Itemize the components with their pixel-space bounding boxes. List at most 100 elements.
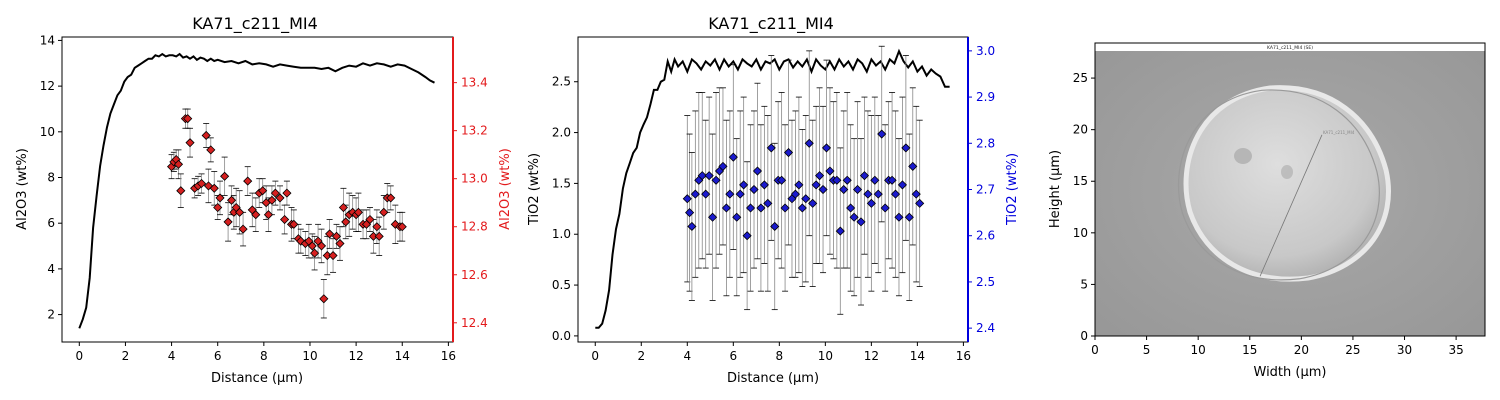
y-tick-label: 2.0: [552, 126, 571, 140]
data-point-marker: [752, 166, 763, 176]
data-point-marker: [316, 241, 327, 251]
y-tick-label: 4: [47, 262, 55, 276]
y-axis-label: Height (µm): [1048, 150, 1063, 228]
ticks-al2o3: 0 2 4 6 8 10 12 14 16 2 4 6 8 10 12 14 12.4 12.6 12.8 13.0 1…: [40, 33, 488, 363]
data-point-marker: [728, 152, 738, 162]
data-point-marker: [685, 208, 695, 218]
y2-tick-label: 2.4: [976, 321, 995, 335]
x-tick-label: 8: [260, 349, 268, 363]
x-tick-label: 10: [818, 349, 833, 363]
x-tick-label: 0: [591, 349, 599, 363]
data-point-marker: [238, 224, 248, 234]
data-point-marker: [780, 203, 790, 213]
y2-axis-label: Al2O3 (wt%): [498, 148, 513, 230]
data-point-marker: [185, 138, 195, 148]
data-point-marker: [801, 194, 811, 204]
y2-tick-label: 2.7: [976, 183, 995, 197]
data-point-marker: [725, 189, 735, 199]
data-point-marker: [783, 147, 794, 158]
data-point-marker: [897, 180, 907, 190]
data-point-marker: [213, 202, 223, 213]
data-point-marker: [328, 250, 338, 261]
data-point-marker: [846, 203, 856, 213]
data-point-marker: [856, 217, 866, 227]
data-point-marker: [739, 180, 749, 190]
sem-caption: KA71_c211_MI4 (SE): [1267, 45, 1313, 51]
data-point-marker: [794, 180, 804, 190]
data-point-marker: [220, 171, 230, 181]
data-point-marker: [859, 171, 870, 181]
y-tick-label: 1.0: [552, 227, 571, 241]
axes-frame: [61, 36, 454, 343]
data-point-marker: [749, 184, 759, 195]
ticks-sem: 0 5 10 15 20 25 30 35 0 5 10 15 20 25: [1073, 71, 1464, 357]
plot-area-al2o3: [78, 52, 435, 329]
x-axis-label: Width (µm): [1254, 365, 1327, 380]
sem-image: KA71_c211_MI4 (SE) KA71_c211_MI4: [1095, 43, 1485, 336]
data-point-marker: [732, 212, 742, 222]
y-tick-label: 6: [47, 216, 55, 230]
data-point-marker: [251, 210, 261, 220]
data-point-marker: [852, 184, 863, 195]
transect-label: KA71_c211_MI4: [1323, 130, 1355, 135]
y-tick-label: 20: [1073, 123, 1088, 137]
y-tick-label: 0.5: [552, 278, 571, 292]
data-point-marker: [866, 198, 876, 208]
data-point-marker: [746, 203, 756, 213]
data-point-marker: [718, 161, 728, 171]
data-point-marker: [904, 212, 914, 222]
data-point-marker: [687, 221, 697, 232]
data-point-marker: [735, 189, 745, 199]
y2-tick-label: 2.5: [976, 275, 995, 289]
y2-tick-label: 2.9: [976, 90, 995, 104]
data-point-marker: [263, 210, 274, 220]
data-point-marker: [209, 183, 219, 193]
data-point-marker: [797, 203, 807, 213]
data-point-marker: [697, 171, 707, 181]
data-point-marker: [690, 189, 700, 199]
panel2-title: KA71_c211_MI4: [708, 14, 834, 34]
y-tick-label: 10: [40, 125, 55, 139]
x-tick-label: 20: [1294, 343, 1309, 357]
y-tick-label: 2.5: [552, 75, 571, 89]
data-point-marker: [203, 181, 214, 191]
data-point-marker: [808, 198, 818, 208]
data-point-marker: [821, 143, 832, 153]
x-tick-label: 0: [1091, 343, 1099, 357]
data-point-marker: [243, 176, 253, 186]
data-point-marker: [386, 193, 396, 203]
x-tick-label: 15: [1242, 343, 1257, 357]
data-point-marker: [331, 231, 342, 241]
y-tick-label: 12: [40, 79, 55, 93]
inclusion-spot: [1281, 165, 1293, 179]
y-axis-label: Al2O3 (wt%): [15, 148, 30, 230]
data-point-marker: [763, 198, 773, 208]
data-point-marker: [901, 143, 911, 153]
y-tick-label: 8: [47, 171, 55, 185]
data-point-marker: [372, 222, 382, 232]
data-point-marker: [280, 214, 290, 225]
inclusion-rim: [1178, 89, 1380, 281]
x-tick-label: 6: [729, 349, 737, 363]
y2-tick-label: 13.2: [461, 124, 488, 138]
data-point-marker: [911, 189, 921, 199]
data-point-marker: [267, 195, 277, 205]
data-point-marker: [353, 207, 363, 217]
data-point-marker: [215, 193, 225, 203]
data-point-marker: [894, 212, 904, 222]
data-point-marker: [711, 175, 721, 185]
y-tick-label: 5: [1080, 277, 1088, 291]
panel1-title: KA71_c211_MI4: [192, 14, 318, 34]
x-tick-label: 2: [637, 349, 645, 363]
data-point-marker: [873, 189, 883, 199]
data-point-marker: [770, 221, 780, 232]
data-point-marker: [804, 138, 814, 148]
transect-line: [1259, 134, 1323, 277]
x-tick-label: 5: [1143, 343, 1151, 357]
data-point-marker: [374, 231, 384, 241]
y-tick-label: 14: [40, 33, 55, 47]
x-tick-label: 6: [214, 349, 222, 363]
sem-caption-bar: [1095, 43, 1485, 51]
data-point-marker: [201, 130, 211, 141]
